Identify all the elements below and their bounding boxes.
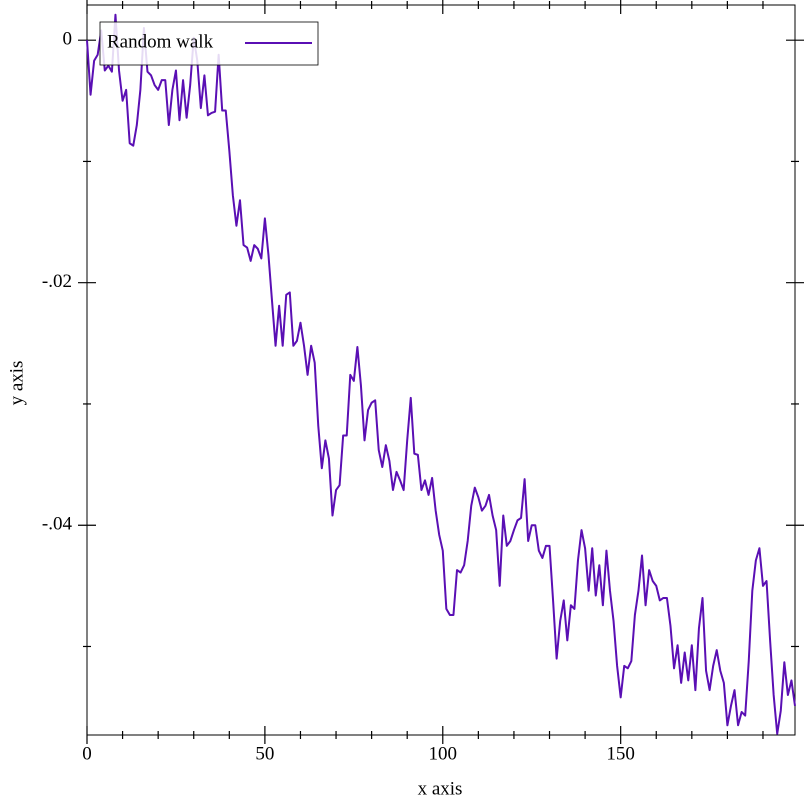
y-tick-label: -.02 bbox=[42, 271, 72, 292]
x-tick-label: 0 bbox=[82, 743, 92, 764]
x-tick-label: 100 bbox=[429, 743, 458, 764]
x-axis-label: x axis bbox=[418, 778, 463, 799]
y-axis-label: y axis bbox=[6, 361, 27, 406]
y-tick-label: -.04 bbox=[42, 514, 73, 535]
x-tick-label: 150 bbox=[606, 743, 635, 764]
data-line bbox=[86, 13, 796, 735]
legend-label: Random walk bbox=[107, 31, 214, 52]
y-tick-label: 0 bbox=[63, 29, 73, 50]
plot-frame bbox=[86, 4, 796, 736]
x-tick-label: 50 bbox=[255, 743, 274, 764]
